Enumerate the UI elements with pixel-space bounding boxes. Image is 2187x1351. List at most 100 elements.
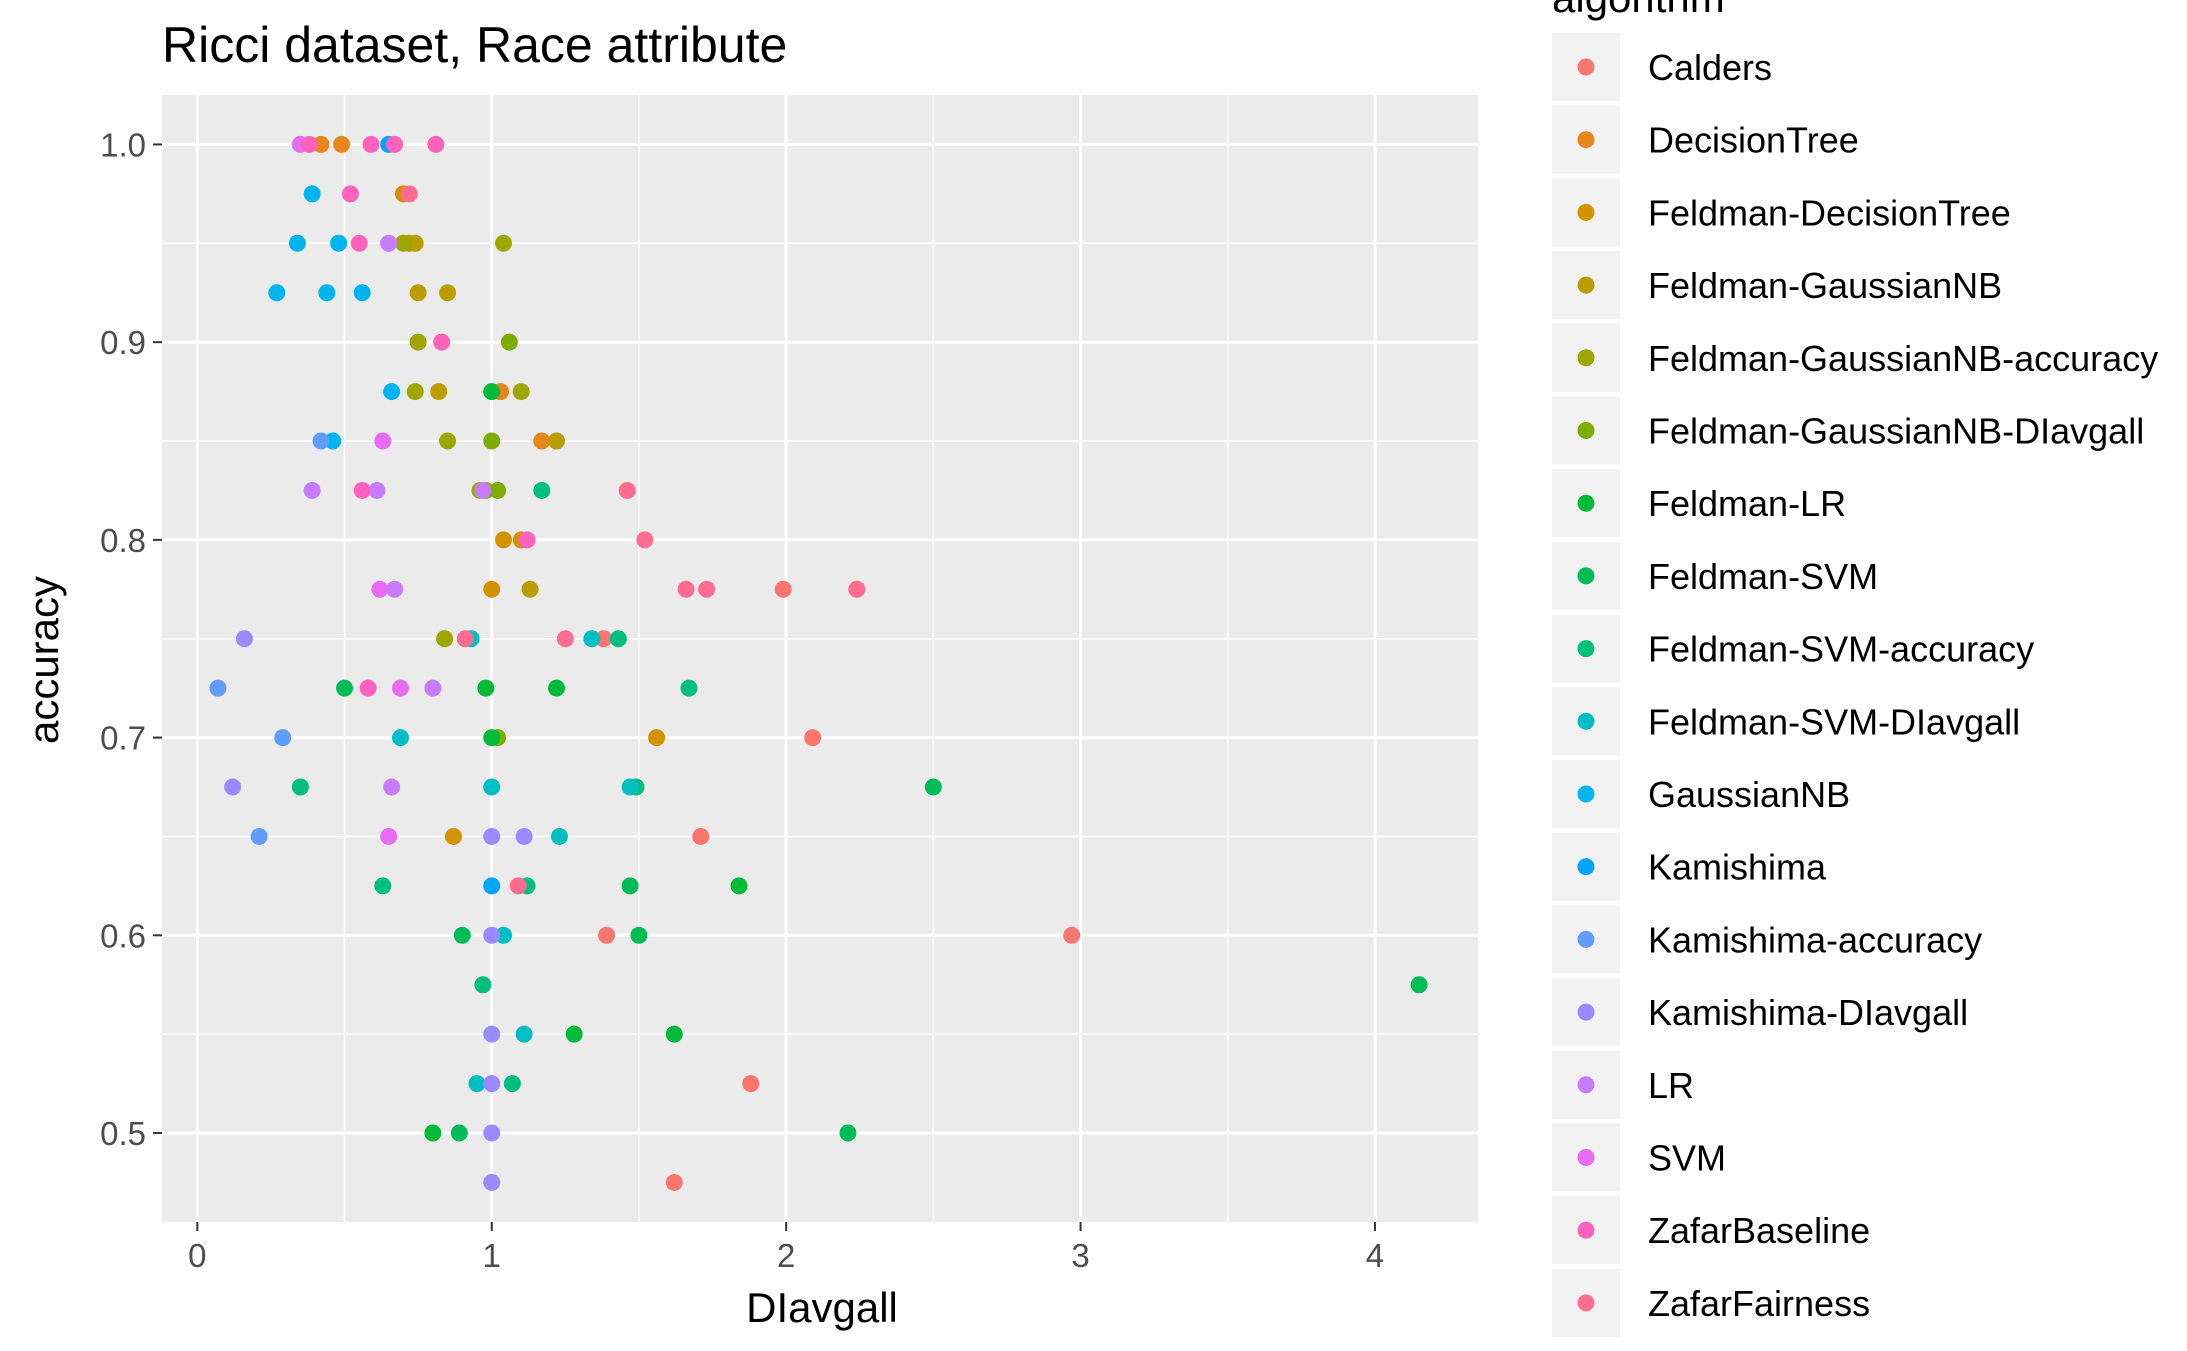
- legend-entry: SVM: [1648, 1138, 1726, 1179]
- data-point: [424, 679, 442, 697]
- data-point: [495, 926, 513, 944]
- data-point: [433, 333, 451, 351]
- data-point: [483, 383, 501, 401]
- legend-marker: [1577, 1221, 1595, 1239]
- y-tick-label: 0.5: [100, 1115, 146, 1152]
- data-point: [353, 481, 371, 499]
- data-point: [300, 135, 318, 153]
- legend-marker: [1577, 131, 1595, 149]
- data-point: [391, 729, 409, 747]
- data-point: [533, 432, 551, 450]
- legend-entry: Kamishima: [1648, 847, 1827, 888]
- legend-entry: Feldman-GaussianNB-DIavgall: [1648, 411, 2144, 452]
- data-point: [680, 679, 698, 697]
- data-point: [618, 481, 636, 499]
- legend-marker: [1577, 422, 1595, 439]
- data-point: [250, 827, 268, 845]
- data-point: [1410, 976, 1428, 994]
- legend-entry: Calders: [1648, 47, 1772, 88]
- data-point: [474, 976, 492, 994]
- data-point: [583, 630, 601, 648]
- data-point: [409, 284, 427, 302]
- legend-marker: [1577, 1003, 1595, 1021]
- data-point: [839, 1124, 857, 1142]
- data-point: [288, 234, 306, 252]
- y-tick-label: 0.9: [100, 324, 146, 361]
- x-tick-label: 1: [483, 1237, 501, 1274]
- data-point: [312, 135, 330, 153]
- data-point: [509, 877, 527, 895]
- legend-marker: [1577, 494, 1595, 512]
- legend-entry: Feldman-GaussianNB: [1648, 265, 2002, 306]
- y-axis-title: accuracy: [20, 576, 67, 744]
- data-point: [521, 580, 539, 598]
- data-point: [595, 630, 613, 648]
- data-point: [235, 630, 253, 648]
- legend-entry: ZafarBaseline: [1648, 1210, 1870, 1251]
- data-point: [483, 729, 501, 747]
- legend-entry: Feldman-LR: [1648, 483, 1846, 524]
- data-point: [362, 135, 380, 153]
- legend-marker: [1577, 785, 1595, 803]
- data-point: [274, 729, 292, 747]
- data-point: [495, 234, 513, 252]
- x-axis: 0 1 2 3 4: [188, 1222, 1384, 1274]
- legend-entry: Feldman-SVM-accuracy: [1648, 629, 2034, 670]
- chart-title: Ricci dataset, Race attribute: [162, 17, 787, 73]
- data-point: [648, 729, 666, 747]
- data-point: [483, 580, 501, 598]
- data-point: [303, 481, 321, 499]
- data-point: [665, 1173, 683, 1191]
- data-point: [483, 827, 501, 845]
- data-point: [453, 926, 471, 944]
- data-point: [515, 827, 533, 845]
- legend-marker: [1577, 640, 1595, 658]
- data-point: [427, 135, 445, 153]
- legend-entry: Feldman-GaussianNB-accuracy: [1648, 338, 2158, 379]
- data-point: [406, 383, 424, 401]
- y-tick-label: 0.7: [100, 720, 146, 757]
- data-point: [548, 432, 566, 450]
- legend-entry: Feldman-SVM-DIavgall: [1648, 701, 2020, 742]
- data-point: [698, 580, 716, 598]
- data-point: [636, 531, 654, 549]
- data-points: [209, 135, 1428, 1191]
- data-point: [548, 679, 566, 697]
- legend-entry: ZafarFairness: [1648, 1283, 1870, 1324]
- data-point: [565, 1025, 583, 1043]
- data-point: [436, 630, 454, 648]
- legend-marker: [1577, 276, 1595, 294]
- data-point: [386, 135, 404, 153]
- data-point: [406, 234, 424, 252]
- data-point: [512, 383, 530, 401]
- data-point: [380, 827, 398, 845]
- legend-title: algorithm: [1552, 0, 1725, 21]
- data-point: [550, 827, 568, 845]
- legend-marker: [1577, 1076, 1595, 1094]
- data-point: [500, 333, 518, 351]
- legend-entry: GaussianNB: [1648, 774, 1850, 815]
- data-point: [383, 383, 401, 401]
- plot-background: [162, 95, 1478, 1222]
- data-point: [209, 679, 227, 697]
- data-point: [391, 679, 409, 697]
- legend-marker: [1577, 567, 1595, 585]
- data-point: [483, 778, 501, 796]
- data-point: [383, 778, 401, 796]
- legend-marker: [1577, 1149, 1595, 1166]
- legend-marker: [1577, 58, 1595, 76]
- data-point: [224, 778, 242, 796]
- data-point: [444, 827, 462, 845]
- legend-entry: Kamishima-accuracy: [1648, 919, 1982, 960]
- data-point: [1063, 926, 1081, 944]
- legend-entry: LR: [1648, 1065, 1694, 1106]
- legend-entry: Feldman-SVM: [1648, 556, 1878, 597]
- data-point: [489, 481, 507, 499]
- data-point: [380, 234, 398, 252]
- data-point: [268, 284, 286, 302]
- data-point: [400, 185, 418, 203]
- data-point: [439, 284, 457, 302]
- data-point: [621, 877, 639, 895]
- data-point: [341, 185, 359, 203]
